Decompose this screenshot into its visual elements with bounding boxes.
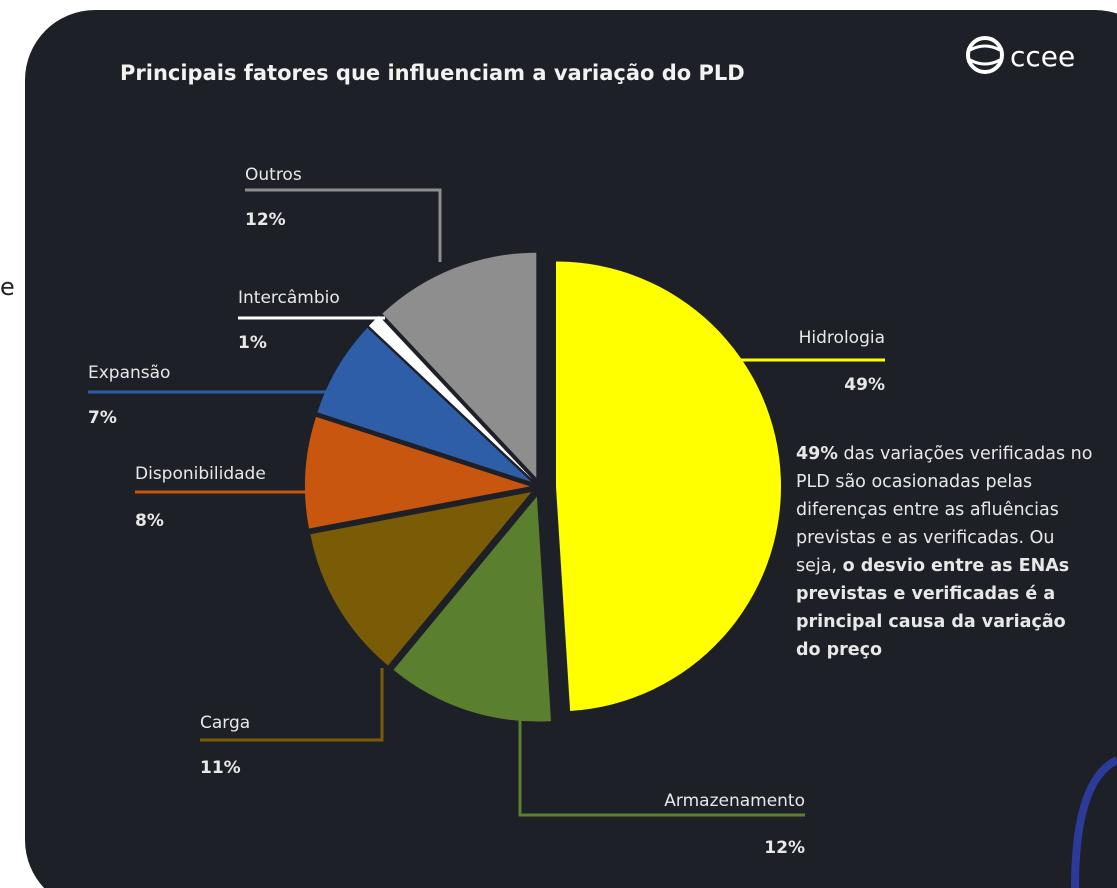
- slice-value-label: 8%: [135, 511, 164, 531]
- slice-value-label: 49%: [844, 375, 885, 395]
- pie-slice: [317, 327, 532, 482]
- slice-label: Carga: [200, 713, 250, 733]
- annotation-text: o desvio entre as ENAs previstas e verif…: [796, 556, 1076, 660]
- slice-value-label: 1%: [238, 333, 267, 353]
- slice-value-label: 12%: [764, 838, 805, 858]
- leader-line: [245, 188, 442, 262]
- pie-slice: [310, 492, 532, 666]
- decoration: [1071, 756, 1117, 888]
- leader-line: [200, 668, 384, 742]
- leader-line: [518, 715, 805, 817]
- logo-icon: [966, 36, 1004, 74]
- slice-label: Intercâmbio: [238, 288, 340, 308]
- logo-text: ccee: [1010, 40, 1075, 73]
- slice-label: Expansão: [88, 363, 170, 383]
- annotation-text: 49%: [796, 444, 838, 464]
- pie-slice: [393, 496, 552, 722]
- edge-fragment: e: [0, 273, 15, 301]
- slice-label: Armazenamento: [664, 791, 805, 811]
- pie-slice: [555, 261, 781, 712]
- slice-label: Disponibilidade: [135, 464, 266, 484]
- pie-slice: [382, 252, 537, 478]
- pie-slice: [368, 315, 533, 480]
- slice-value-label: 7%: [88, 408, 117, 428]
- annotation: 49% das variações verificadas no PLD são…: [796, 440, 1096, 664]
- slice-value-label: 12%: [245, 210, 286, 230]
- slice-value-label: 11%: [200, 758, 241, 778]
- slice-label: Outros: [245, 165, 302, 185]
- pie-slice: [305, 416, 531, 529]
- annotation-text: das variações verificadas no PLD são oca…: [796, 444, 1099, 576]
- chart-title: Principais fatores que influenciam a var…: [120, 61, 745, 85]
- slice-label: Hidrologia: [799, 328, 885, 348]
